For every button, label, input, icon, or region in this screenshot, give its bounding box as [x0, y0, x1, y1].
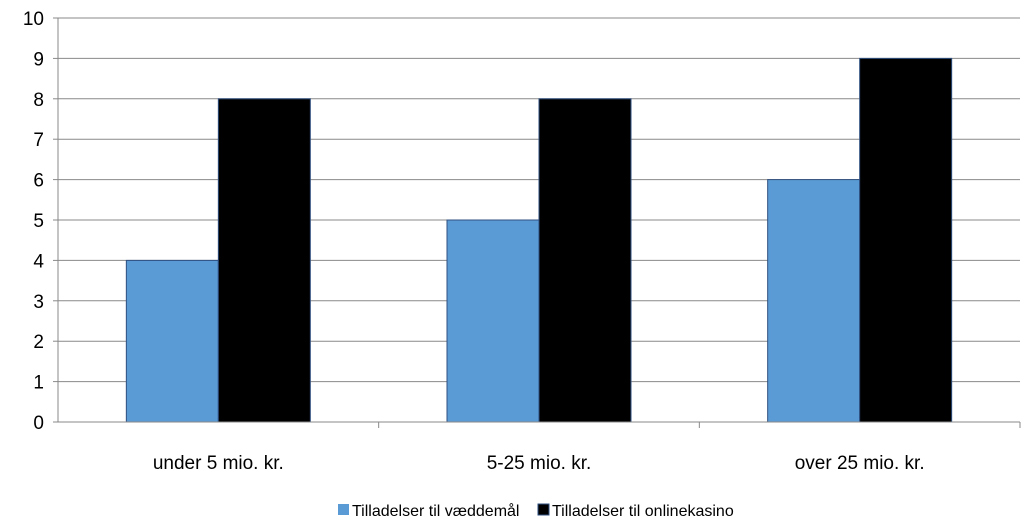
x-category-label: under 5 mio. kr.	[153, 453, 284, 474]
x-category-label: over 25 mio. kr.	[795, 453, 925, 474]
bar-onlinekasino-0	[217, 98, 311, 423]
legend-label: Tilladelser til væddemål	[352, 502, 519, 520]
y-tick-label: 10	[23, 9, 44, 30]
bars	[125, 57, 953, 423]
y-tick-label: 5	[33, 211, 44, 232]
legend-swatch	[537, 503, 550, 516]
y-tick-label: 1	[33, 373, 44, 394]
axes	[53, 17, 1021, 428]
y-tick-label: 9	[33, 49, 44, 70]
y-tick-label: 3	[33, 292, 44, 313]
bar-vaeddemaal-0	[125, 259, 219, 423]
bar-vaeddemaal-2	[767, 179, 861, 423]
bar-onlinekasino-1	[538, 98, 632, 423]
legend: Tilladelser til væddemål Tilladelser til …	[338, 502, 734, 520]
y-tick-label: 6	[33, 171, 44, 192]
bar-onlinekasino-2	[859, 57, 953, 423]
y-tick-label: 8	[33, 90, 44, 111]
bar-vaeddemaal-1	[446, 219, 540, 423]
y-tick-labels: 0 1 2 3 4 5 6 7 8 9 10	[23, 9, 45, 434]
y-tick-label: 0	[33, 413, 44, 434]
y-tick-label: 2	[33, 332, 44, 353]
x-category-label: 5-25 mio. kr.	[487, 453, 592, 474]
y-tick-label: 7	[33, 130, 44, 151]
y-tick-label: 4	[33, 251, 44, 272]
x-category-labels: under 5 mio. kr. 5-25 mio. kr. over 25 mio…	[153, 453, 925, 474]
legend-swatch	[338, 504, 349, 515]
legend-label: Tilladelser til onlinekasino	[552, 503, 734, 520]
